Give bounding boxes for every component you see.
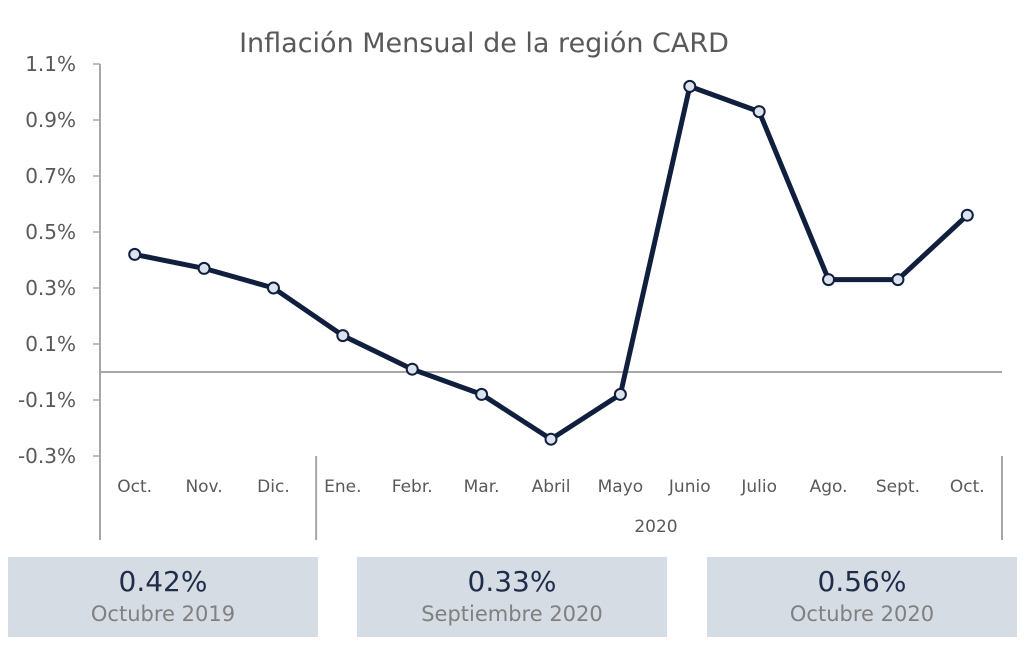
y-tick-label: 1.1% [25, 52, 76, 76]
data-point [405, 362, 419, 376]
data-point [613, 387, 627, 401]
chart-title: Inflación Mensual de la región CARD [239, 28, 729, 59]
plot-area [128, 79, 974, 446]
data-point [544, 432, 558, 446]
summary-value: 0.56% [817, 565, 907, 598]
data-point [475, 387, 489, 401]
x-tick-label: Oct. [117, 477, 152, 497]
y-axis: 1.1% 0.9% 0.7% 0.5% 0.3% 0.1% -0.1% -0.3% [18, 52, 101, 540]
summary-value: 0.42% [118, 565, 208, 598]
y-tick-label: -0.3% [18, 444, 76, 468]
x-tick-label: Mayo [598, 477, 644, 497]
x-tick-label: Ene. [324, 477, 361, 497]
data-point [960, 208, 974, 222]
data-point [197, 261, 211, 275]
y-tick-label: 0.3% [25, 276, 76, 300]
x-tick-label: Ago. [810, 477, 848, 497]
summary-card-oct-2019: 0.42% Octubre 2019 [8, 557, 318, 637]
summary-card-sep-2020: 0.33% Septiembre 2020 [357, 557, 667, 637]
data-point [336, 329, 350, 343]
y-tick-label: -0.1% [18, 388, 76, 412]
x-tick-label: Nov. [185, 477, 222, 497]
data-point [683, 79, 697, 93]
summary-label: Septiembre 2020 [421, 602, 603, 626]
y-tick-label: 0.1% [25, 332, 76, 356]
summary-card-oct-2020: 0.56% Octubre 2020 [707, 557, 1017, 637]
data-point [822, 273, 836, 287]
y-tick-label: 0.9% [25, 108, 76, 132]
data-point [891, 273, 905, 287]
x-axis: Oct. Nov. Dic. Ene. Febr. Mar. Abril Mayo Junio J… [100, 371, 1003, 540]
y-tick-label: 0.7% [25, 164, 76, 188]
data-point [128, 247, 142, 261]
series-line [132, 83, 970, 442]
summary-value: 0.33% [467, 565, 557, 598]
x-tick-label: Dic. [257, 477, 290, 497]
x-tick-label: Junio [668, 477, 711, 497]
y-tick-label: 0.5% [25, 220, 76, 244]
data-point [752, 105, 766, 119]
year-group-label: 2020 [634, 517, 677, 537]
x-tick-label: Sept. [876, 477, 920, 497]
x-tick-label: Julio [740, 477, 777, 497]
x-tick-label: Mar. [464, 477, 500, 497]
summary-label: Octubre 2020 [789, 602, 935, 626]
inflation-chart: Inflación Mensual de la región CARD 1.1%… [18, 28, 1003, 540]
data-point [266, 281, 280, 295]
x-tick-label: Oct. [950, 477, 985, 497]
x-tick-label: Febr. [392, 477, 433, 497]
x-tick-label: Abril [532, 477, 571, 497]
summary-label: Octubre 2019 [90, 602, 236, 626]
